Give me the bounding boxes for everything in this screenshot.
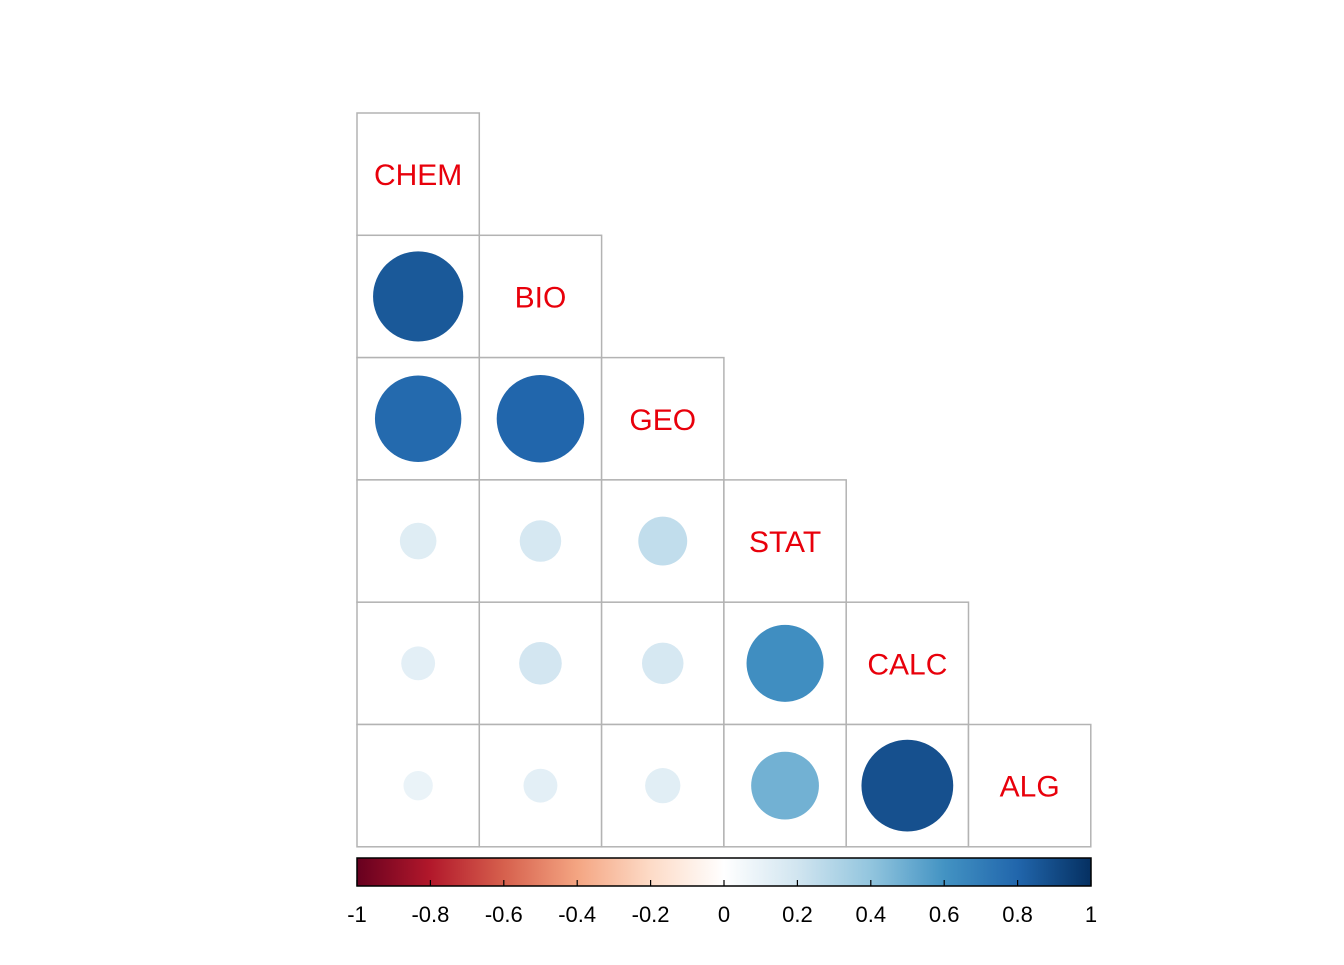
cell-calc-calc (845, 601, 970, 726)
matrix-grid (356, 112, 1092, 848)
cell-stat-stat (723, 479, 847, 603)
colorbar-tick-label: -1 (347, 902, 367, 927)
corr-circle-geo-bio (496, 374, 585, 463)
corr-circle-calc-stat (746, 624, 824, 702)
variable-label-stat: STAT (749, 526, 821, 559)
colorbar-gradient (356, 857, 1092, 887)
colorbar-tick-label: 0.8 (1002, 902, 1033, 927)
variable-label-calc: CALC (867, 648, 947, 681)
variable-labels: CHEM BIO GEO STAT CALC ALG (374, 159, 1060, 804)
corr-circle-alg-geo (645, 768, 681, 804)
correlation-circles (373, 251, 954, 832)
colorbar-tick-label: -0.6 (485, 902, 523, 927)
corr-circle-stat-geo (638, 516, 688, 566)
colorbar-tick-label: 0.6 (929, 902, 960, 927)
corr-circle-stat-chem (399, 522, 437, 560)
variable-label-bio: BIO (515, 281, 567, 314)
corr-circle-alg-chem (403, 770, 433, 801)
corr-circle-bio-chem (373, 251, 464, 342)
variable-label-geo: GEO (629, 404, 696, 437)
cell-alg-alg (967, 723, 1092, 848)
colorbar-tick-label: 0 (718, 902, 730, 927)
cell-bio-bio (478, 234, 603, 359)
variable-label-alg: ALG (1000, 771, 1060, 804)
colorbar-tick-label: -0.4 (558, 902, 596, 927)
corr-circle-calc-chem (401, 646, 436, 681)
colorbar: -1 -0.8 -0.6 -0.4 -0.2 0 0.2 0.4 0.6 0.8 1 (347, 857, 1097, 927)
colorbar-tick-label: 1 (1085, 902, 1097, 927)
colorbar-tick-label: 0.2 (782, 902, 813, 927)
corr-circle-stat-bio (519, 520, 562, 562)
corr-circle-geo-chem (374, 375, 462, 462)
corr-circle-calc-geo (641, 642, 684, 685)
corr-circle-alg-calc (861, 739, 954, 832)
cell-geo-geo (600, 356, 725, 481)
colorbar-tick-label: 0.4 (856, 902, 887, 927)
corr-circle-alg-bio (523, 768, 558, 803)
cell-chem-chem (356, 112, 481, 237)
variable-label-chem: CHEM (374, 159, 462, 192)
corr-circle-calc-bio (519, 642, 562, 685)
cell-calc-stat (723, 601, 847, 726)
cell-stat-bio (478, 479, 603, 603)
corr-circle-alg-stat (751, 751, 819, 820)
colorbar-tick-label: -0.2 (632, 902, 670, 927)
colorbar-tick-label: -0.8 (411, 902, 449, 927)
